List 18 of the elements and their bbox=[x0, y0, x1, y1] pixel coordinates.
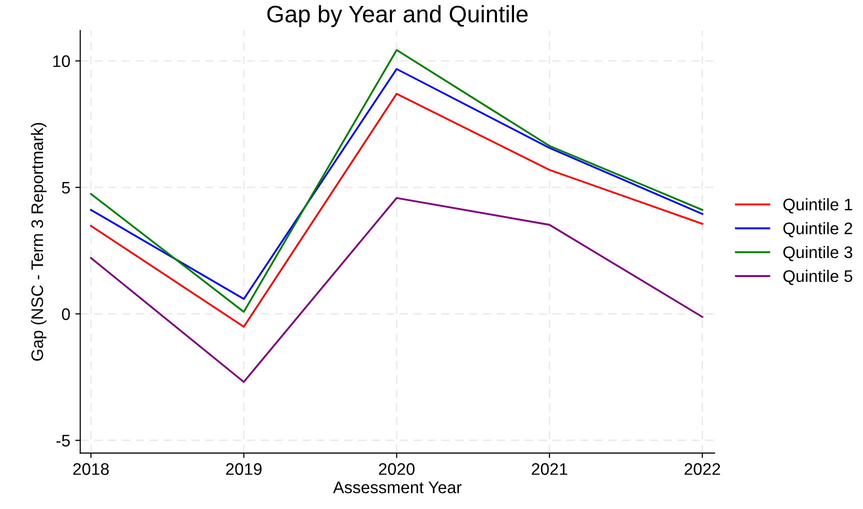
legend-label: Quintile 2 bbox=[783, 222, 852, 238]
chart-title: Gap by Year and Quintile bbox=[267, 5, 528, 28]
x-tick-label: 2020 bbox=[378, 463, 415, 475]
y-axis-title: Gap (NSC - Term 3 Reportmark) bbox=[30, 123, 46, 361]
y-tick-label: 5 bbox=[62, 182, 70, 194]
legend-label: Quintile 1 bbox=[783, 198, 852, 214]
x-axis-title: Assessment Year bbox=[333, 482, 462, 494]
legend-label: Quintile 3 bbox=[783, 246, 852, 262]
x-tick-label: 2022 bbox=[684, 463, 720, 475]
x-tick-label: 2019 bbox=[226, 463, 262, 475]
y-tick-label: -5 bbox=[56, 434, 70, 447]
x-tick-label: 2018 bbox=[73, 463, 109, 475]
line-series bbox=[90, 92, 704, 328]
line-series bbox=[90, 197, 704, 383]
y-tick-label: 10 bbox=[53, 55, 70, 68]
y-tick-label: 0 bbox=[62, 308, 70, 320]
legend-label: Quintile 5 bbox=[783, 270, 852, 286]
x-tick-label: 2021 bbox=[532, 463, 568, 475]
